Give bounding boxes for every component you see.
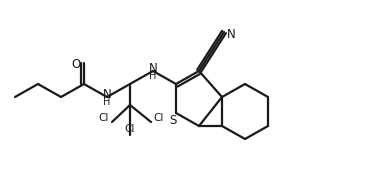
Text: H: H	[149, 71, 157, 81]
Text: Cl: Cl	[99, 113, 109, 123]
Text: O: O	[71, 58, 81, 71]
Text: H: H	[103, 97, 111, 107]
Text: Cl: Cl	[154, 113, 164, 123]
Text: S: S	[169, 113, 177, 126]
Text: N: N	[227, 29, 235, 41]
Text: N: N	[102, 87, 111, 101]
Text: Cl: Cl	[125, 124, 135, 134]
Text: N: N	[148, 62, 157, 74]
